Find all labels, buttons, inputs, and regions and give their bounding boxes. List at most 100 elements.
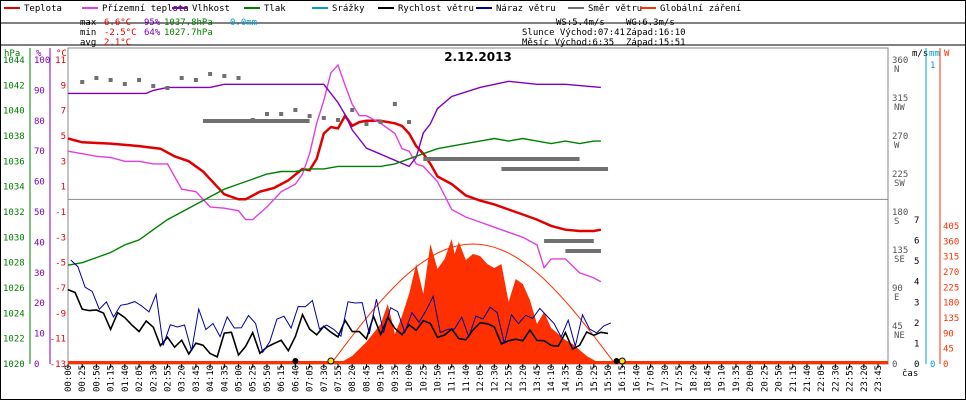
moonset-marker (613, 358, 620, 364)
temp-tick: 1 (61, 183, 66, 193)
press-tick: 1038 (3, 132, 25, 142)
legend-entry: Srážky (332, 4, 365, 14)
x-axis-label: čas (902, 368, 918, 379)
wind-direction-mark (179, 76, 184, 80)
press-tick: 1024 (3, 309, 25, 319)
wind-direction-mark (80, 80, 85, 84)
wind-direction-mark (94, 76, 99, 80)
hum-tick: 80 (34, 117, 45, 127)
rad-tick: 0 (943, 360, 948, 370)
x-tick-label: 03:20 (178, 365, 188, 392)
hum-tick: 60 (34, 178, 45, 188)
series-line-přízemní-teplota (67, 63, 602, 283)
legend-entry: Vlhkost (192, 4, 230, 14)
dir-tick: 45 (892, 322, 903, 332)
moonrise-info: Měsíc Východ:6:35 (522, 38, 614, 48)
wind-direction-mark (321, 116, 326, 120)
press-tick: 1044 (3, 56, 25, 66)
temp-tick: -9 (55, 309, 66, 319)
wind-direction-bar (203, 119, 310, 123)
x-tick-label: 01:15 (107, 365, 117, 392)
x-tick-label: 05:50 (263, 365, 273, 392)
press-tick: 1026 (3, 284, 25, 294)
moonrise-marker (292, 358, 299, 364)
wind-direction-bar (423, 157, 580, 161)
legend-entry: Náraz větru (496, 4, 556, 14)
hum-tick: 30 (34, 269, 45, 279)
wind-unit: m/s (912, 49, 928, 59)
dir-tick: 90 (892, 284, 903, 294)
rad-unit: W (944, 49, 950, 59)
x-tick-label: 21:40 (803, 365, 813, 392)
rad-tick: 405 (943, 222, 959, 232)
x-tick-label: 00:00 (64, 365, 74, 392)
x-tick-label: 22:30 (831, 365, 841, 392)
x-tick-label: 17:30 (661, 365, 671, 392)
series-line-vlhkost (68, 80, 601, 168)
legend-entry: Přízemní teplota (102, 4, 189, 14)
rad-tick: 135 (943, 314, 959, 324)
wind-direction-mark (364, 122, 369, 126)
rad-tick: 270 (943, 268, 959, 278)
wind-direction-mark (122, 82, 127, 86)
press-tick: 1034 (3, 183, 25, 193)
temp-unit: °C (56, 49, 67, 59)
x-tick-label: 22:55 (846, 365, 856, 392)
temp-tick: 11 (55, 56, 66, 66)
press-tick: 1028 (3, 259, 25, 269)
x-tick-label: 18:45 (704, 365, 714, 392)
hum-tick: 50 (34, 208, 45, 218)
x-tick-label: 23:45 (874, 365, 884, 392)
press-tick: 1036 (3, 157, 25, 167)
wind-direction-mark (293, 108, 298, 112)
dir-label: NE (894, 331, 905, 341)
dir-tick: 135 (892, 246, 908, 256)
dir-tick: 225 (892, 170, 908, 180)
hum-tick: 90 (34, 86, 45, 96)
x-tick-label: 15:00 (576, 365, 586, 392)
x-tick-label: 07:30 (320, 365, 330, 392)
legend-entry: Globální záření (660, 4, 741, 14)
wind-direction-mark (108, 78, 113, 82)
x-tick-label: 19:10 (718, 365, 728, 392)
dir-label: W (894, 141, 900, 151)
stat-value: 95% (144, 18, 161, 28)
dir-label: NW (894, 103, 905, 113)
radiation-theoretical-curve (330, 243, 616, 365)
x-tick-label: 02:30 (149, 365, 159, 392)
wind-direction-bar (501, 167, 609, 171)
wind-direction-mark (151, 84, 156, 88)
hum-tick: 40 (34, 238, 45, 248)
wind-direction-mark (208, 72, 213, 76)
x-tick-label: 12:55 (505, 365, 515, 392)
wind-tick: 4 (914, 278, 919, 288)
press-tick: 1020 (3, 360, 25, 370)
rad-tick: 180 (943, 299, 959, 309)
hum-tick: 20 (34, 299, 45, 309)
stat-value: 6.6°C (104, 18, 131, 28)
rain-tick: 0 (930, 360, 935, 370)
legend-entry: Tlak (264, 4, 286, 14)
x-tick-label: 12:05 (476, 365, 486, 392)
x-tick-label: 04:35 (220, 365, 230, 392)
chart-title: 2.12.2013 (444, 50, 512, 64)
series-line-tlak (67, 137, 601, 266)
stat-value: min (80, 28, 96, 38)
temp-tick: -11 (50, 335, 66, 345)
wind-direction-mark (264, 112, 269, 116)
temp-tick: -13 (50, 360, 66, 370)
rad-tick: 360 (943, 237, 959, 247)
stat-value: 0.0mm (230, 18, 257, 28)
wind-direction-mark (193, 78, 198, 82)
wind-direction-mark (236, 76, 241, 80)
wind-direction-bar (565, 249, 601, 253)
wind-direction-mark (336, 118, 341, 122)
x-tick-label: 15:50 (604, 365, 614, 392)
press-unit: hPa (4, 49, 20, 59)
press-tick: 1042 (3, 81, 25, 91)
x-tick-label: 16:40 (632, 365, 642, 392)
press-tick: 1032 (3, 208, 25, 218)
temp-tick: -3 (55, 233, 66, 243)
stat-value: max (80, 18, 97, 28)
